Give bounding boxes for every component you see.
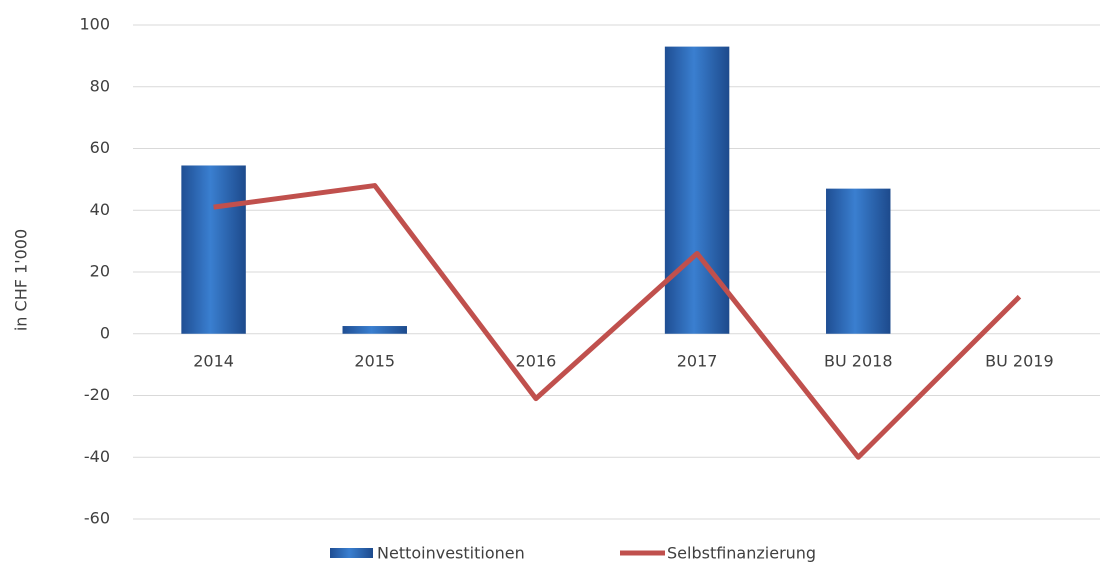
legend-swatch [330,548,373,558]
legend-label: Selbstfinanzierung [667,544,816,563]
y-tick-label: 100 [79,15,110,34]
bar [664,46,730,334]
x-tick-label: 2016 [516,351,557,370]
bar [826,188,891,334]
bar [181,165,246,334]
bar [342,326,407,334]
y-tick-label: 80 [90,76,110,95]
y-tick-label: 20 [90,262,110,281]
x-tick-label: 2015 [354,351,395,370]
y-tick-label: -40 [84,447,110,466]
y-tick-label: -20 [84,385,110,404]
y-axis-label: in CHF 1'000 [12,229,31,331]
y-tick-label: 60 [90,138,110,157]
x-tick-label: BU 2018 [824,351,893,370]
y-tick-label: -60 [84,509,110,528]
x-tick-label: 2014 [193,351,234,370]
legend-label: Nettoinvestitionen [377,544,525,563]
line-series [213,183,1022,460]
y-tick-label: 0 [100,323,110,342]
y-tick-label: 40 [90,200,110,219]
x-tick-label: BU 2019 [985,351,1054,370]
x-tick-label: 2017 [677,351,718,370]
